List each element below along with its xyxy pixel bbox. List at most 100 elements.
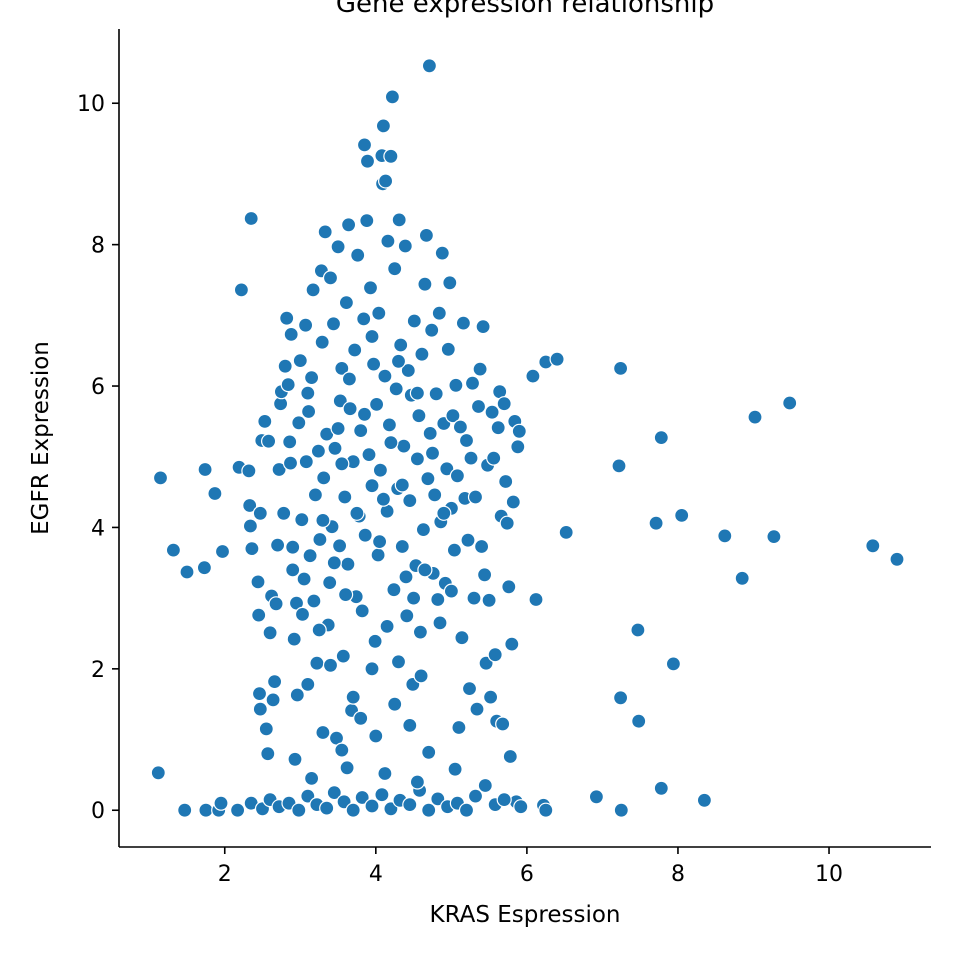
data-point	[390, 654, 407, 670]
data-point	[243, 210, 259, 227]
data-point	[415, 521, 431, 538]
data-point	[496, 791, 512, 808]
data-point	[696, 792, 713, 808]
data-point	[782, 395, 798, 411]
y-tick-label: 8	[91, 234, 105, 259]
data-point	[368, 728, 384, 744]
data-point	[424, 322, 440, 338]
data-point	[353, 423, 369, 439]
data-point	[475, 319, 491, 335]
data-point	[361, 447, 377, 463]
data-point	[207, 485, 223, 502]
data-point	[390, 353, 407, 369]
data-point	[747, 409, 763, 425]
data-point	[298, 317, 314, 333]
data-point	[381, 417, 397, 433]
data-point	[496, 396, 512, 412]
data-point	[630, 622, 646, 638]
data-point	[501, 579, 517, 595]
data-point	[430, 791, 446, 807]
data-point	[252, 701, 268, 717]
data-point	[653, 430, 669, 446]
data-point	[341, 217, 357, 233]
y-axis-ticks: 0 2 4 6 8 10	[77, 92, 119, 824]
data-point	[424, 445, 441, 461]
x-axis-label: KRAS Espression	[430, 902, 621, 928]
data-point	[386, 582, 402, 598]
data-point	[340, 556, 356, 572]
data-point	[359, 213, 375, 229]
data-point	[315, 724, 331, 741]
data-point	[528, 591, 544, 608]
data-point	[653, 780, 669, 796]
data-point	[342, 401, 358, 417]
data-point	[717, 528, 733, 544]
data-point	[316, 470, 332, 486]
x-tick-label: 2	[218, 862, 232, 887]
data-point	[477, 777, 493, 794]
data-point	[327, 440, 343, 456]
data-point	[364, 661, 380, 677]
data-point	[276, 505, 292, 521]
data-point	[409, 451, 425, 467]
data-points	[150, 58, 905, 818]
data-point	[364, 328, 380, 345]
data-point	[345, 689, 361, 705]
data-point	[417, 276, 433, 292]
data-point	[300, 385, 316, 401]
data-point	[364, 478, 380, 494]
data-point	[267, 673, 283, 690]
data-point	[165, 542, 181, 558]
data-point	[434, 245, 450, 261]
data-point	[298, 454, 314, 470]
data-point	[734, 570, 750, 586]
data-point	[242, 497, 258, 514]
data-point	[458, 802, 475, 818]
data-point	[474, 538, 490, 555]
data-point	[332, 538, 348, 554]
data-point	[330, 239, 346, 255]
x-axis-ticks: 2 4 6 8 10	[218, 847, 843, 887]
data-point	[384, 89, 400, 105]
data-point	[371, 305, 387, 321]
data-point	[296, 571, 312, 587]
data-point	[440, 341, 456, 357]
data-point	[279, 310, 295, 326]
data-point	[357, 527, 373, 543]
data-point	[319, 800, 335, 816]
data-point	[261, 433, 277, 449]
data-point	[282, 455, 299, 471]
data-point	[244, 540, 260, 557]
x-tick-label: 4	[369, 862, 383, 887]
data-point	[349, 505, 365, 521]
x-tick-label: 10	[815, 862, 843, 887]
data-point	[421, 802, 437, 818]
data-point	[380, 233, 396, 249]
data-point	[432, 615, 448, 631]
data-point	[265, 692, 281, 708]
data-point	[412, 624, 428, 640]
data-point	[436, 505, 452, 521]
data-point	[504, 636, 520, 652]
data-point	[498, 473, 514, 490]
data-point	[282, 434, 298, 450]
data-point	[613, 802, 629, 818]
data-point	[451, 719, 467, 736]
data-point	[230, 802, 246, 818]
data-point	[233, 282, 249, 298]
data-point	[197, 461, 213, 478]
data-point	[317, 224, 333, 240]
data-point	[387, 696, 403, 712]
data-point	[889, 551, 905, 567]
data-point	[486, 450, 502, 466]
data-point	[252, 505, 268, 521]
data-point	[307, 487, 323, 503]
data-point	[467, 489, 484, 505]
data-point	[665, 656, 682, 672]
data-point	[406, 590, 422, 606]
data-point	[418, 227, 434, 243]
data-point	[277, 358, 293, 374]
data-point	[865, 538, 881, 554]
data-point	[304, 370, 320, 386]
data-point	[442, 275, 458, 291]
